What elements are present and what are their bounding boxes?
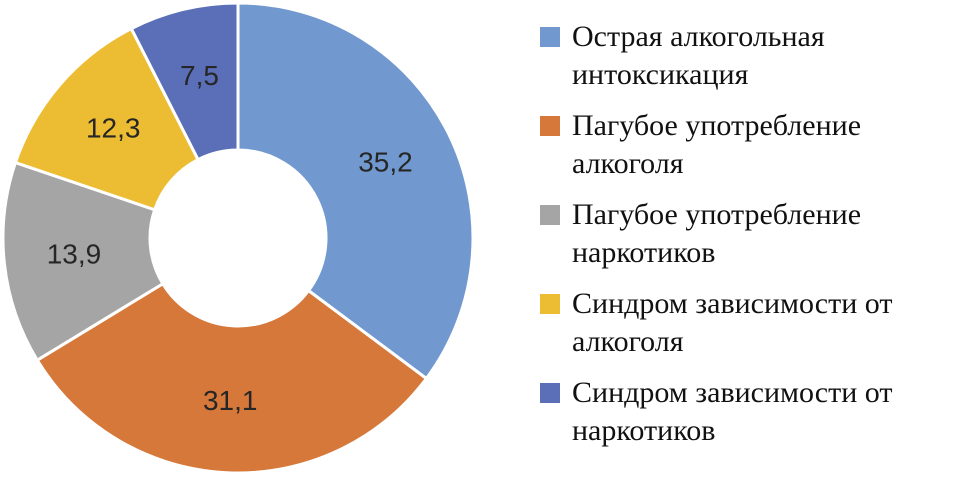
donut-slice xyxy=(129,1,240,162)
data-label: 13,9 xyxy=(47,238,102,269)
donut-slice xyxy=(236,1,475,381)
legend-item: Синдром зависимости от наркотиков xyxy=(540,374,950,450)
legend-item: Пагубое употребление наркотиков xyxy=(540,196,950,272)
legend-item: Синдром зависимости от алкоголя xyxy=(540,285,950,361)
legend-swatch xyxy=(540,116,560,136)
legend-label: Синдром зависимости от наркотиков xyxy=(572,376,893,447)
data-label: 31,1 xyxy=(203,385,258,416)
donut-slice xyxy=(35,281,429,475)
legend-label: Пагубое употребление алкоголя xyxy=(572,109,862,180)
data-label: 7,5 xyxy=(180,60,219,91)
legend-swatch xyxy=(540,294,560,314)
legend-swatch xyxy=(540,205,560,225)
chart: 35,2 31,1 13,9 12,3 7,5 xyxy=(1,1,475,475)
donut-slice xyxy=(1,160,165,363)
legend-item: Пагубое употребление алкоголя xyxy=(540,107,950,183)
data-label: 35,2 xyxy=(358,146,413,177)
legend-label: Острая алкогольная интоксикация xyxy=(572,20,825,91)
legend: Острая алкогольная интоксикация Пагубое у… xyxy=(540,18,950,463)
legend-swatch xyxy=(540,383,560,403)
legend-swatch xyxy=(540,27,560,47)
data-label: 12,3 xyxy=(86,112,141,143)
donut-slice xyxy=(13,26,201,212)
legend-label: Синдром зависимости от алкоголя xyxy=(572,287,893,358)
legend-item: Острая алкогольная интоксикация xyxy=(540,18,950,94)
legend-label: Пагубое употребление наркотиков xyxy=(572,198,862,269)
